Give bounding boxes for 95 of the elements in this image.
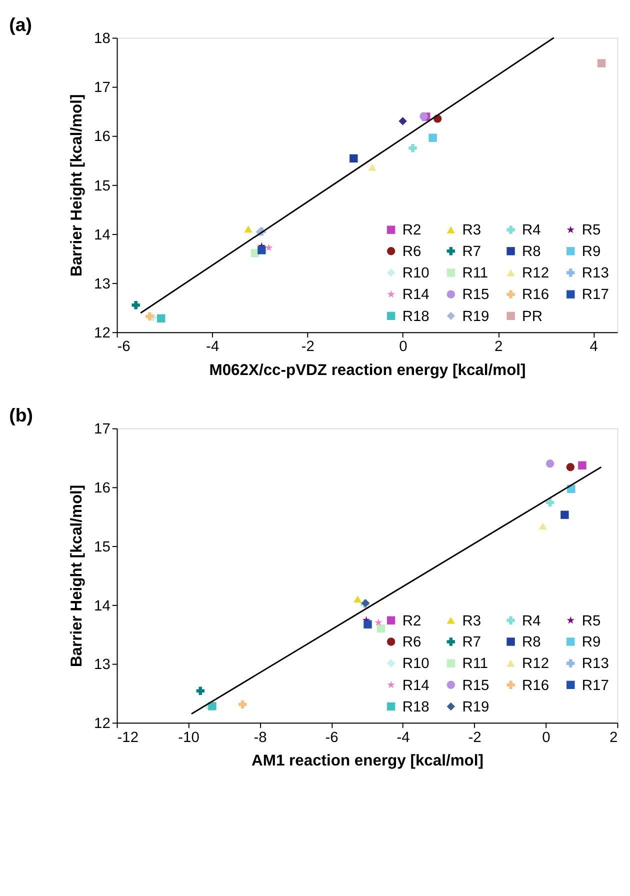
point [238,700,247,709]
point [264,244,273,252]
point [354,595,362,603]
legend-label: R2 [402,613,422,630]
point [566,463,575,472]
legend-label: R15 [462,287,490,304]
point [196,686,205,695]
y-tick-label: 14 [94,227,110,244]
point [208,702,216,710]
x-tick-label: -12 [117,730,139,746]
legend-label: R5 [582,613,601,630]
point [428,134,437,142]
x-tick-label: 4 [590,339,598,356]
x-tick-label: 2 [494,339,503,356]
chart-title: (b) [9,404,33,426]
legend-label: R8 [522,634,541,651]
legend-label: R4 [522,613,541,630]
legend-label: R10 [402,266,430,282]
point [376,624,386,633]
point [146,312,154,321]
chart-title: (a) [9,14,32,35]
point [420,112,428,120]
legend-label: R17 [582,678,609,694]
legend-label: R18 [402,308,430,325]
point [374,618,382,626]
x-tick-label: -10 [178,730,200,746]
legend-label: R3 [462,613,481,630]
legend-label: R5 [582,222,601,239]
point [368,164,376,171]
legend-label: R12 [522,266,550,282]
point [408,144,417,152]
x-tick-label: 0 [399,339,408,356]
y-tick-label: 16 [94,129,110,146]
y-tick-label: 12 [94,326,110,342]
point [258,246,266,254]
y-tick-label: 16 [94,480,110,497]
legend-label: R17 [582,287,609,304]
legend-label: R11 [462,266,488,282]
legend-label: R15 [462,678,490,694]
legend-label: R6 [402,244,422,260]
x-tick-label: -6 [117,339,130,356]
y-tick-label: 13 [94,657,110,674]
x-tick-label: -8 [254,730,267,746]
point [398,117,407,126]
point [597,59,606,68]
legend-label: R13 [582,266,609,282]
legend-label: R3 [462,222,481,239]
y-tick-label: 15 [94,539,110,556]
point [538,522,547,530]
legend-label: R13 [582,656,609,672]
legend-label: R18 [402,699,430,716]
y-tick-label: 14 [94,598,110,614]
point [350,154,358,163]
y-axis-title: Barrier Height [kcal/mol] [68,484,86,668]
legend-label: R16 [522,287,550,304]
point [244,226,252,233]
legend-label: PR [522,308,542,325]
point [560,510,569,519]
x-tick-label: 2 [610,730,618,746]
legend-label: R11 [462,656,488,672]
y-tick-label: 15 [94,178,110,194]
legend-label: R14 [402,678,430,694]
point [157,314,166,322]
legend-label: R12 [522,656,550,672]
legend-label: R6 [402,634,422,651]
legend-label: R9 [582,634,601,651]
y-tick-label: 13 [94,276,110,292]
x-tick-label: -2 [301,339,314,356]
legend-label: R19 [462,699,490,716]
point [546,460,554,468]
legend-label: R2 [402,222,422,239]
x-axis-title: M062X/cc-pVDZ reaction energy [kcal/mol] [209,362,526,379]
x-tick-label: 0 [542,730,550,746]
legend-label: R7 [462,244,481,260]
legend-label: R4 [522,222,541,239]
legend-label: R10 [402,656,430,672]
legend-label: R16 [522,678,550,694]
y-tick-label: 17 [94,80,110,96]
legend-label: R9 [582,244,601,260]
legend-label: R8 [522,244,541,260]
y-tick-label: 18 [94,31,110,48]
x-axis-title: AM1 reaction energy [kcal/mol] [252,752,484,770]
y-tick-label: 17 [94,422,110,438]
legend-label: R7 [462,634,481,651]
legend-label: R19 [462,308,490,325]
x-tick-label: -6 [325,730,338,746]
point [364,620,372,628]
legend-label: R14 [402,287,430,304]
point [132,301,140,310]
y-tick-label: 12 [94,716,110,732]
point [578,461,586,470]
x-tick-label: -4 [206,339,220,356]
x-tick-label: -4 [396,730,410,746]
x-tick-label: -2 [468,730,482,746]
y-axis-title: Barrier Height [kcal/mol] [68,94,86,277]
